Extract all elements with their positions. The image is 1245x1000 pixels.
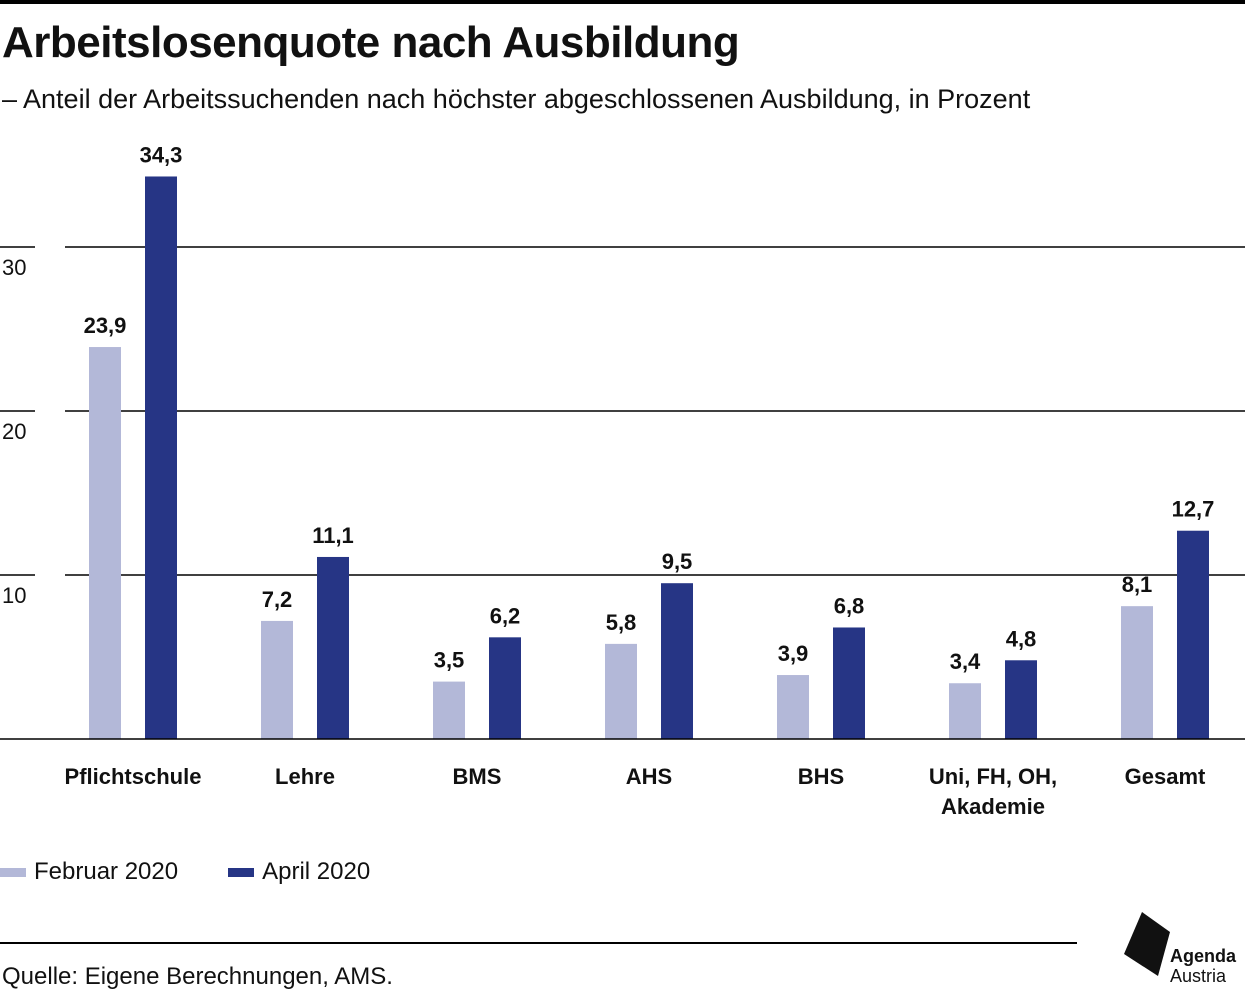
bar-februar-6: [1121, 606, 1153, 739]
category-label-2: BMS: [453, 764, 502, 789]
value-label-februar-2: 3,5: [434, 648, 465, 673]
category-label-5-1: Akademie: [941, 794, 1045, 819]
logo-text: Agenda Austria: [1170, 946, 1236, 986]
bar-april-4: [833, 627, 865, 739]
agenda-austria-logo: [1124, 912, 1170, 976]
chart-title: Arbeitslosenquote nach Ausbildung: [2, 18, 740, 67]
value-label-februar-1: 7,2: [262, 587, 293, 612]
y-tick-label-30: 30: [2, 255, 26, 280]
y-tick-label-10: 10: [2, 583, 26, 608]
y-tick-label-20: 20: [2, 419, 26, 444]
top-rule: [0, 0, 1245, 4]
category-label-4: BHS: [798, 764, 844, 789]
value-label-april-5: 4,8: [1006, 626, 1037, 651]
value-label-april-3: 9,5: [662, 549, 693, 574]
logo-mark-icon: [1124, 912, 1170, 976]
legend-item-april: April 2020: [228, 858, 370, 886]
footer-rule: [0, 942, 1077, 944]
bar-april-5: [1005, 660, 1037, 739]
bar-februar-4: [777, 675, 809, 739]
legend-label-april: April 2020: [262, 858, 371, 885]
category-label-3: AHS: [626, 764, 672, 789]
source-note: Quelle: Eigene Berechnungen, AMS.: [2, 963, 393, 990]
bar-april-2: [489, 637, 521, 739]
value-label-april-1: 11,1: [312, 523, 354, 548]
chart-subtitle: – Anteil der Arbeitssuchenden nach höchs…: [2, 84, 1031, 114]
bar-februar-2: [433, 681, 465, 739]
value-label-februar-3: 5,8: [606, 610, 637, 635]
category-label-6: Gesamt: [1125, 764, 1206, 789]
value-label-februar-5: 3,4: [950, 649, 981, 674]
value-label-februar-4: 3,9: [778, 641, 809, 666]
value-label-februar-0: 23,9: [84, 313, 127, 338]
category-label-0: Pflichtschule: [65, 764, 202, 789]
bar-april-0: [145, 176, 177, 740]
value-label-februar-6: 8,1: [1122, 572, 1153, 597]
bar-februar-0: [89, 347, 121, 739]
value-label-april-4: 6,8: [834, 593, 865, 618]
value-label-april-0: 34,3: [140, 142, 183, 167]
legend: Februar 2020 April 2020: [0, 858, 370, 886]
bar-februar-5: [949, 683, 981, 739]
legend-swatch-februar: [0, 867, 26, 877]
bar-februar-1: [261, 620, 293, 739]
bar-april-3: [661, 583, 693, 739]
bar-april-6: [1177, 530, 1209, 739]
logo-text-austria: Austria: [1170, 966, 1227, 986]
logo-text-agenda: Agenda: [1170, 946, 1237, 966]
bar-april-1: [317, 556, 349, 739]
value-label-april-2: 6,2: [490, 603, 521, 628]
category-label-1: Lehre: [275, 764, 335, 789]
legend-item-februar: Februar 2020: [0, 858, 178, 886]
legend-swatch-april: [228, 867, 255, 877]
bar-februar-3: [605, 643, 637, 739]
bar-chart: 10 20 30 23,9 7,2 3,5 5,8 3,9 3,4 8,1 34,3 11,1 6,2 9…: [0, 142, 1245, 819]
category-label-5-0: Uni, FH, OH,: [929, 764, 1057, 789]
value-label-april-6: 12,7: [1172, 497, 1215, 522]
legend-label-februar: Februar 2020: [34, 858, 179, 885]
